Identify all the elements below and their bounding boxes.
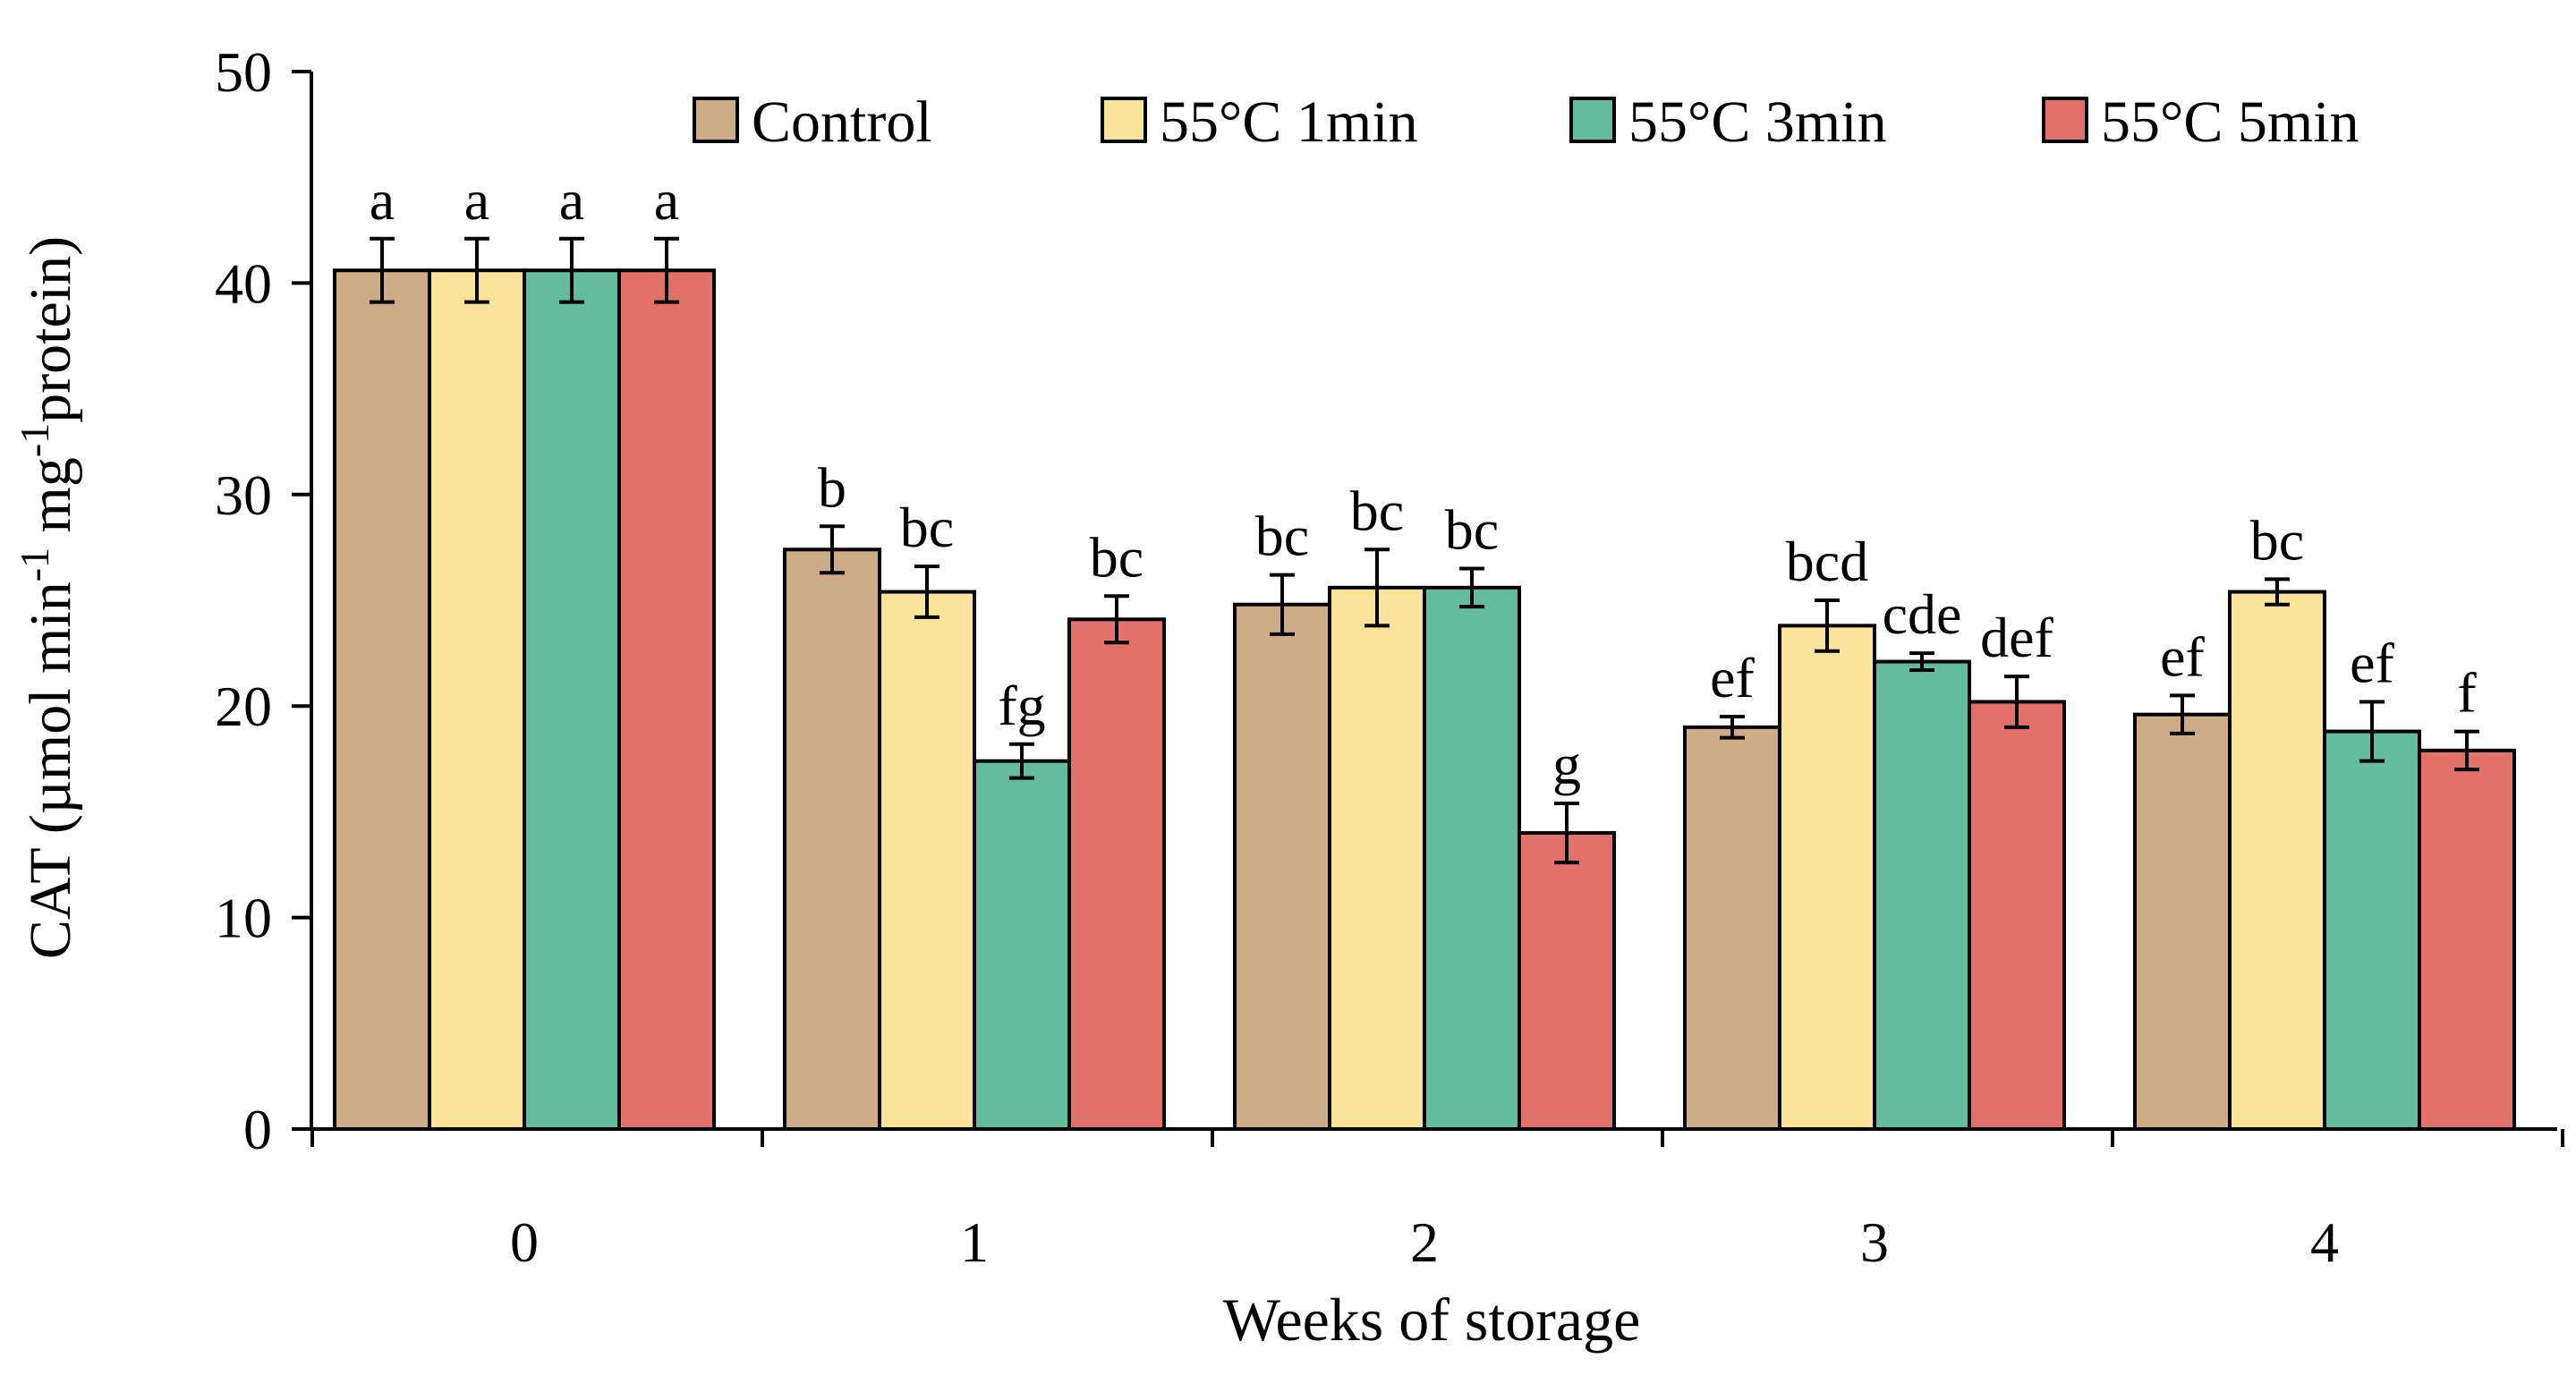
x-axis-title: Weeks of storage: [1223, 1286, 1641, 1354]
legend-label-4: 55°C 5min: [2101, 89, 2359, 155]
x-tick-label-2: 2: [1410, 1210, 1439, 1274]
error-bar-week0-series4: [654, 236, 679, 304]
error-bar-week1-series1: [820, 524, 845, 575]
significance-letter-week0-series4: a: [654, 168, 679, 232]
error-bar-week0-series2: [464, 236, 489, 304]
error-bar-week3-series3: [1909, 651, 1934, 673]
significance-letter-week4-series4: f: [2457, 661, 2477, 725]
error-bar-week2-series1: [1270, 573, 1295, 636]
significance-letter-week1-series3: fg: [998, 674, 1045, 737]
y-axis-title-middle: mg: [18, 457, 83, 548]
significance-letter-week0-series3: a: [559, 168, 584, 232]
x-tick-label-0: 0: [510, 1210, 539, 1274]
significance-letter-week2-series3: bc: [1445, 498, 1499, 562]
y-axis-title: CAT (µmol min-1 mg-1protein): [12, 236, 83, 959]
significance-letter-week3-series4: def: [1980, 606, 2053, 669]
bar-week1-series4: [1067, 617, 1166, 1131]
error-bar-week4-series2: [2265, 577, 2290, 607]
bar-week0-series3: [523, 268, 621, 1131]
significance-letter-week1-series4: bc: [1090, 525, 1143, 589]
x-tick-label-4: 4: [2310, 1210, 2339, 1274]
significance-letter-week4-series1: ef: [2160, 624, 2205, 688]
legend-swatch-3: [1569, 97, 1616, 143]
significance-letter-week3-series2: bcd: [1786, 530, 1868, 593]
bar-week0-series1: [333, 268, 431, 1131]
legend-swatch-1: [693, 97, 739, 143]
y-tick-label-30: 30: [215, 463, 272, 527]
significance-letter-week3-series3: cde: [1883, 582, 1962, 646]
x-tick-label-3: 3: [1860, 1210, 1889, 1274]
significance-letter-week2-series2: bc: [1350, 479, 1404, 542]
legend-item-1: Control: [693, 89, 932, 155]
y-tick-label-0: 0: [243, 1098, 272, 1161]
significance-letter-week0-series2: a: [464, 168, 489, 232]
error-bar-week1-series2: [914, 565, 939, 619]
error-bar-week1-series3: [1009, 742, 1034, 780]
bar-week4-series2: [2228, 590, 2326, 1131]
significance-letter-week3-series1: ef: [1710, 646, 1755, 709]
legend-swatch-2: [1101, 97, 1147, 143]
significance-letter-week4-series2: bc: [2250, 508, 2304, 572]
legend-item-2: 55°C 1min: [1101, 89, 1418, 155]
bar-week3-series2: [1778, 624, 1876, 1131]
bar-week2-series2: [1328, 585, 1426, 1131]
y-tick-label-50: 50: [215, 40, 272, 104]
bar-week4-series4: [2418, 748, 2516, 1131]
legend-item-4: 55°C 5min: [2042, 89, 2359, 155]
bar-week0-series2: [428, 268, 526, 1131]
error-bar-week3-series4: [2004, 675, 2029, 729]
legend: Control 55°C 1min 55°C 3min 55°C 5min: [693, 89, 2359, 155]
bar-week3-series4: [1968, 700, 2066, 1131]
significance-letter-week1-series1: b: [818, 455, 846, 519]
error-bar-week4-series4: [2454, 729, 2479, 772]
bar-week2-series3: [1423, 585, 1521, 1131]
legend-label-3: 55°C 3min: [1628, 89, 1887, 155]
significance-letter-week1-series2: bc: [900, 496, 954, 559]
bar-week1-series1: [783, 548, 881, 1131]
bar-week0-series4: [617, 268, 716, 1131]
bar-week3-series1: [1683, 725, 1781, 1132]
error-bar-week2-series2: [1365, 548, 1390, 628]
error-bar-week2-series3: [1459, 566, 1484, 609]
bar-week1-series2: [878, 590, 976, 1131]
error-bar-week2-series4: [1554, 801, 1579, 865]
legend-label-2: 55°C 1min: [1160, 89, 1418, 155]
significance-letter-week4-series3: ef: [2350, 631, 2394, 694]
bar-week1-series3: [973, 759, 1071, 1131]
error-bar-week0-series1: [370, 236, 395, 304]
error-bar-week4-series1: [2170, 693, 2195, 735]
bar-week4-series1: [2133, 712, 2232, 1131]
y-axis-title-sup1: -1: [12, 548, 57, 582]
y-tick-label-10: 10: [215, 887, 272, 950]
y-tick-label-20: 20: [215, 675, 272, 738]
error-bar-week1-series4: [1104, 594, 1129, 645]
x-tick-label-1: 1: [960, 1210, 989, 1274]
significance-letter-week2-series4: g: [1552, 733, 1581, 796]
y-tick-label-40: 40: [215, 251, 272, 315]
significance-letter-week2-series1: bc: [1255, 505, 1309, 568]
error-bar-week3-series1: [1720, 715, 1745, 740]
error-bar-week0-series3: [559, 236, 584, 304]
error-bar-week3-series2: [1815, 599, 1840, 653]
y-axis-title-suffix: protein): [18, 236, 83, 423]
y-axis-title-prefix: CAT (µmol min: [18, 582, 83, 959]
error-bar-week4-series3: [2359, 700, 2385, 763]
legend-swatch-4: [2042, 97, 2088, 143]
bar-week2-series1: [1233, 602, 1331, 1131]
y-axis-title-sup2: -1: [12, 423, 57, 457]
bar-week2-series4: [1518, 831, 1616, 1131]
legend-item-3: 55°C 3min: [1569, 89, 1887, 155]
axes: 0 10 20 30 40 50 0 1 2 3 4: [215, 40, 2564, 1274]
bars-layer: [333, 268, 2516, 1132]
bar-week4-series3: [2323, 729, 2421, 1131]
significance-letter-week0-series1: a: [370, 168, 395, 232]
bar-week3-series3: [1873, 659, 1971, 1131]
error-bars-layer: [370, 236, 2479, 865]
legend-label-1: Control: [752, 89, 932, 155]
